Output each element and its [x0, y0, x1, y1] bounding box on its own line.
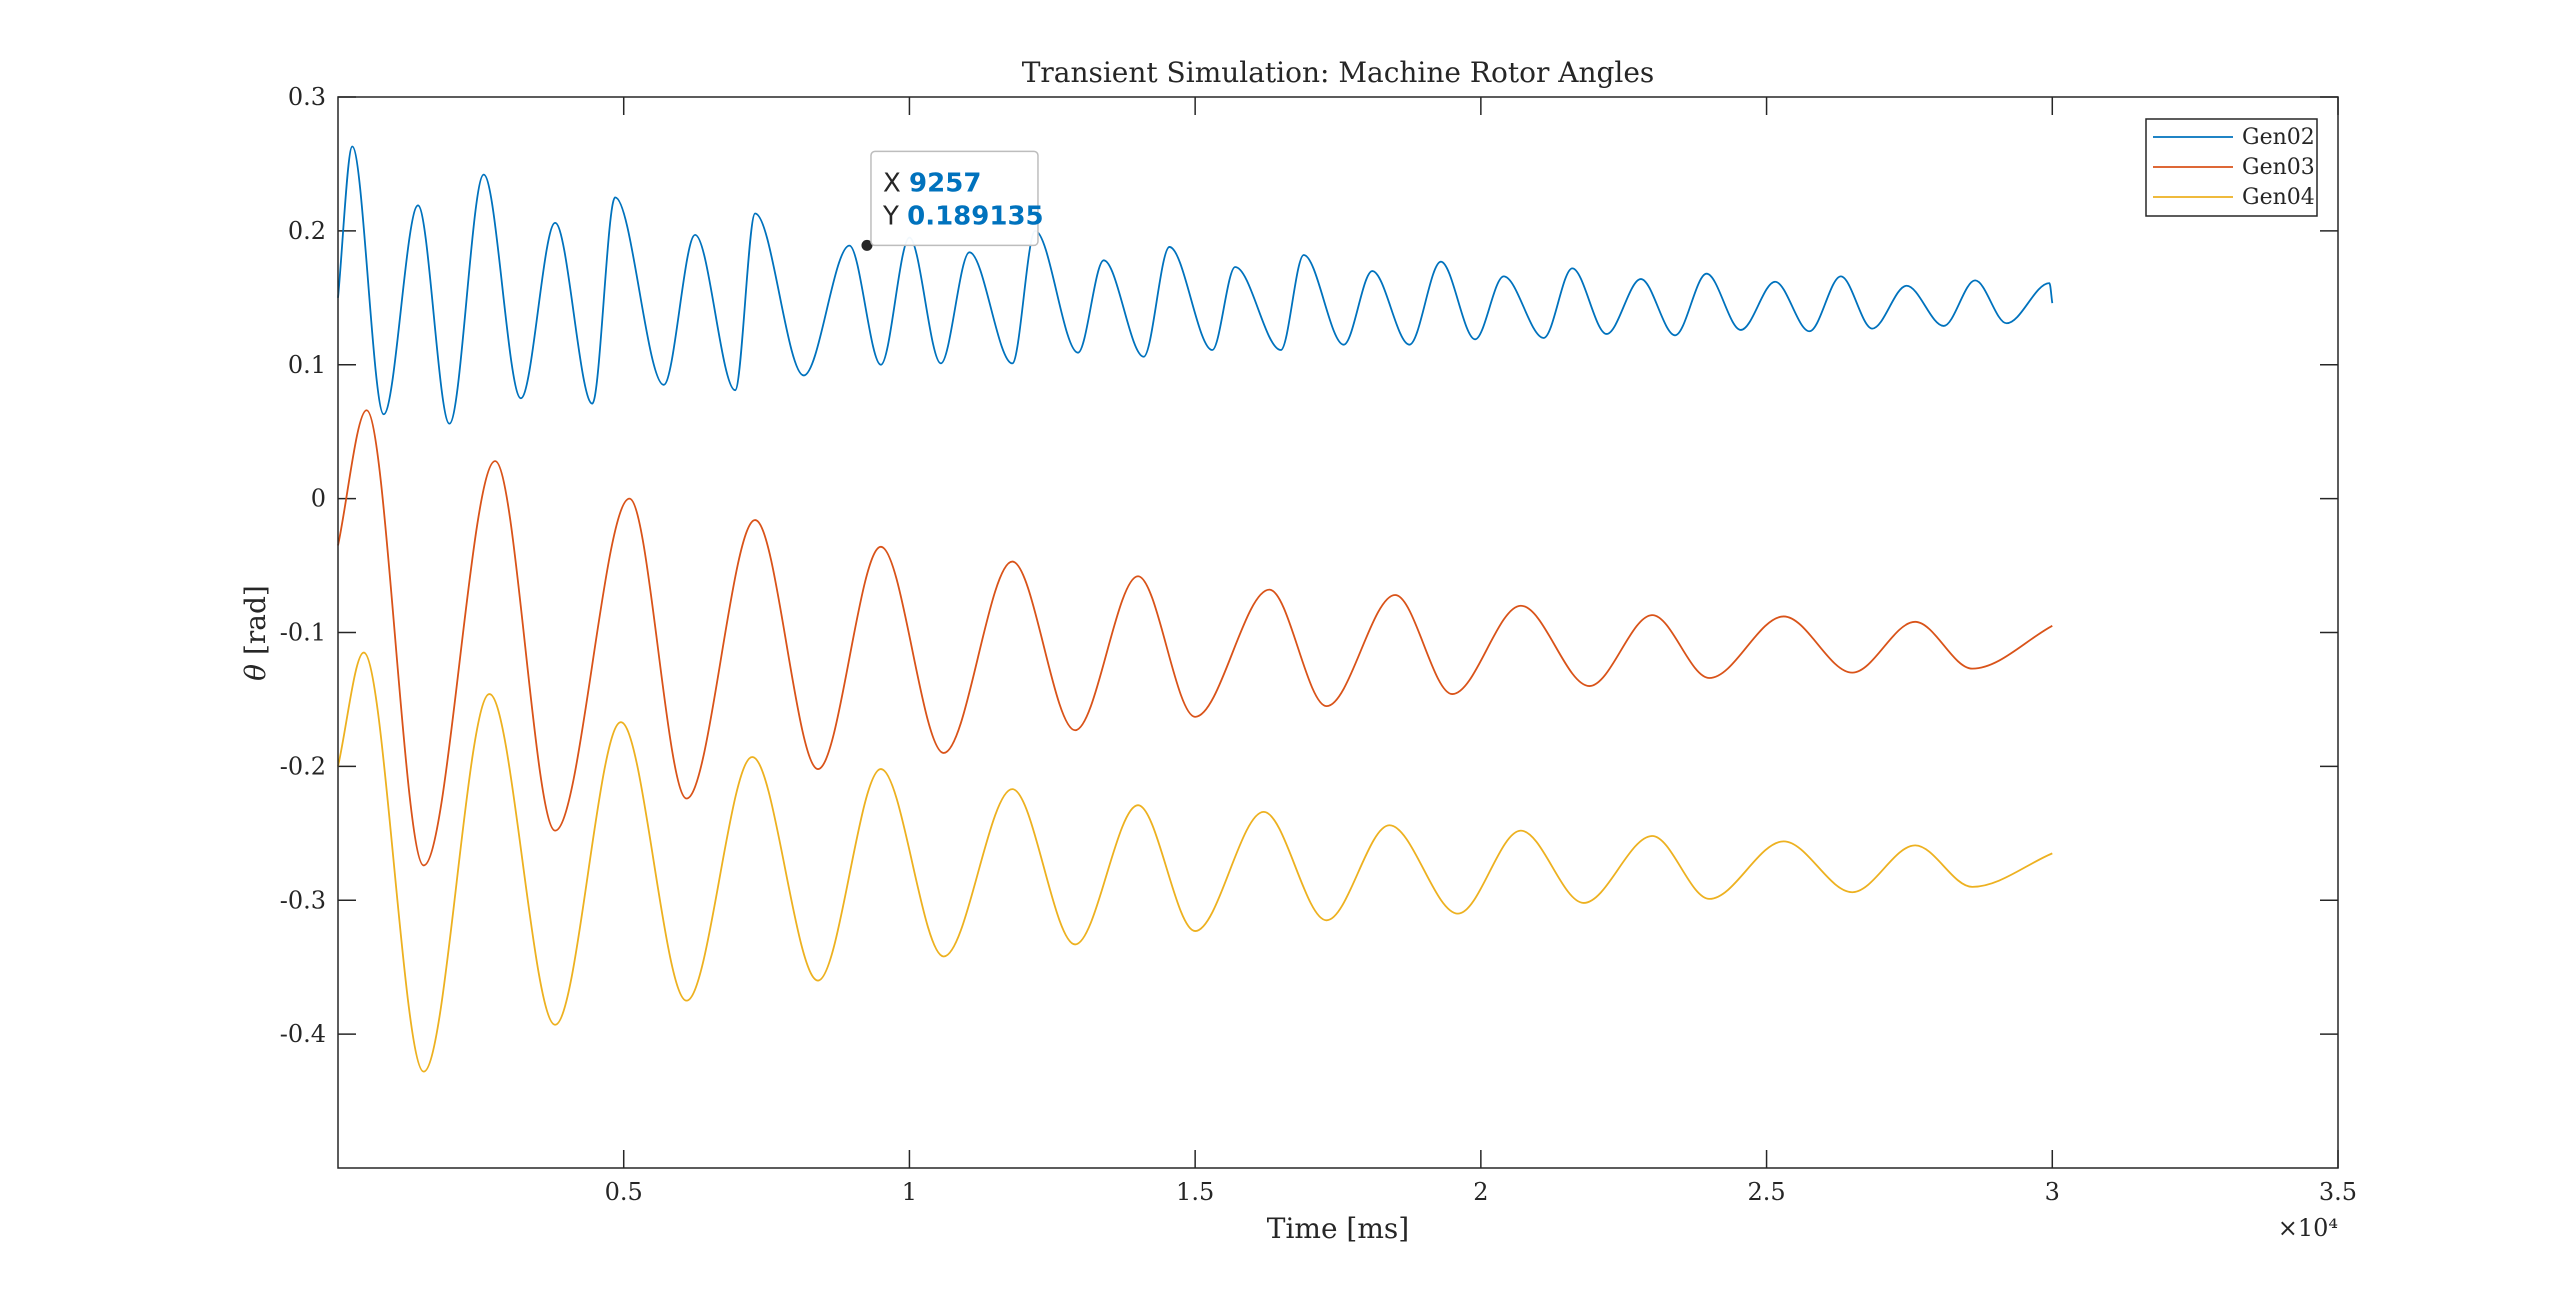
x-tick-label: 3	[2045, 1178, 2060, 1206]
datatip-y-row: Y 0.189135	[882, 201, 1044, 231]
legend-items: Gen02 Gen03 Gen04	[2153, 125, 2315, 210]
series-layer	[337, 145, 2054, 1073]
y-tick-label: -0.4	[280, 1020, 326, 1048]
datatip-y-value: 0.189135	[907, 201, 1044, 231]
axes-box	[337, 96, 2339, 1169]
x-exponent-label: ×10⁴	[2278, 1214, 2338, 1242]
x-tick-label: 2.5	[1747, 1178, 1785, 1206]
datatip-y-label: Y	[882, 201, 899, 231]
datatip-x-row: X 9257	[883, 168, 981, 198]
x-tick-label: 1	[902, 1178, 917, 1206]
x-axis-label: Time [ms]	[1267, 1212, 1409, 1245]
series-line-gen03[interactable]	[337, 409, 2053, 867]
y-tick-labels: -0.4 -0.3 -0.2 -0.1 0 0.1 0.2 0.3	[280, 83, 326, 1048]
x-tick-label: 3.5	[2319, 1178, 2357, 1206]
y-axis-label: θ [rad]	[239, 585, 272, 681]
y-tick-label: -0.1	[280, 619, 326, 647]
datatip[interactable]: X 9257 Y 0.189135	[861, 150, 1044, 251]
legend[interactable]: Gen02 Gen03 Gen04	[2145, 118, 2318, 217]
y-tick-label: 0.3	[288, 83, 326, 111]
y-axis-unit: [rad]	[239, 585, 272, 655]
series-line-gen02[interactable]	[337, 145, 2054, 425]
y-tick-label: -0.2	[280, 752, 326, 780]
y-tick-label: 0.2	[288, 217, 326, 245]
legend-label-gen03: Gen03	[2242, 155, 2315, 180]
chart-title: Transient Simulation: Machine Rotor Angl…	[1022, 56, 1655, 89]
y-axis-symbol: θ	[239, 664, 272, 681]
x-tick-label: 2	[1473, 1178, 1488, 1206]
x-tick-label: 0.5	[605, 1178, 643, 1206]
y-tick-label: 0.1	[288, 351, 326, 379]
y-tick-label: 0	[311, 485, 326, 513]
y-tick-label: -0.3	[280, 886, 326, 914]
plot-background	[338, 97, 2338, 1168]
series-line-gen04[interactable]	[337, 651, 2053, 1073]
x-tick-label: 1.5	[1176, 1178, 1214, 1206]
datatip-x-label: X	[883, 168, 901, 198]
legend-label-gen02: Gen02	[2242, 125, 2315, 150]
datatip-box	[870, 150, 1039, 247]
x-tick-labels: 0.5 1 1.5 2 2.5 3 3.5	[605, 1178, 2357, 1206]
datatip-marker[interactable]	[861, 239, 873, 251]
datatip-x-value: 9257	[909, 168, 981, 198]
legend-label-gen04: Gen04	[2242, 185, 2315, 210]
